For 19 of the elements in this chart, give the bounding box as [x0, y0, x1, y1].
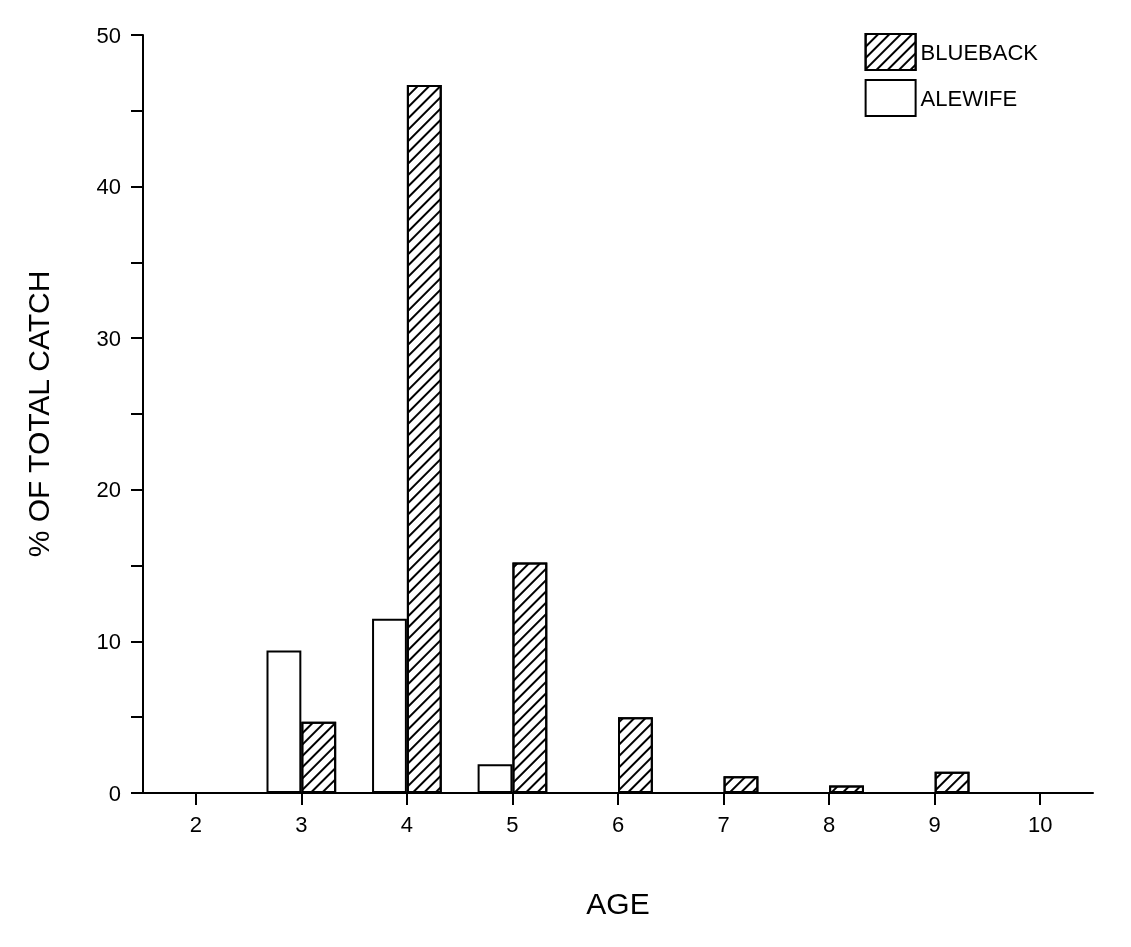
x-tick-label: 9 — [928, 811, 941, 837]
y-axis-title: % OF TOTAL CATCH — [21, 270, 55, 558]
y-tick-label: 10 — [96, 628, 121, 654]
x-tick-label: 3 — [295, 811, 308, 837]
y-tick-label: 30 — [96, 325, 121, 351]
y-tick-label: 40 — [96, 174, 121, 200]
x-tick-label: 8 — [822, 811, 836, 837]
x-axis-title: AGE — [586, 886, 650, 920]
y-tick-label: 20 — [96, 477, 121, 503]
y-tick-label: 50 — [96, 22, 121, 48]
y-tick-label: 0 — [108, 780, 121, 806]
legend-label: BLUEBACK — [920, 39, 1039, 65]
x-tick-label: 2 — [189, 811, 202, 837]
legend-label: ALEWIFE — [920, 85, 1018, 111]
x-tick-label: 10 — [1027, 811, 1053, 837]
x-tick-label: 5 — [506, 811, 519, 837]
x-tick-label: 6 — [611, 811, 625, 837]
x-tick-label: 7 — [717, 811, 730, 837]
x-tick-label: 4 — [400, 811, 414, 837]
